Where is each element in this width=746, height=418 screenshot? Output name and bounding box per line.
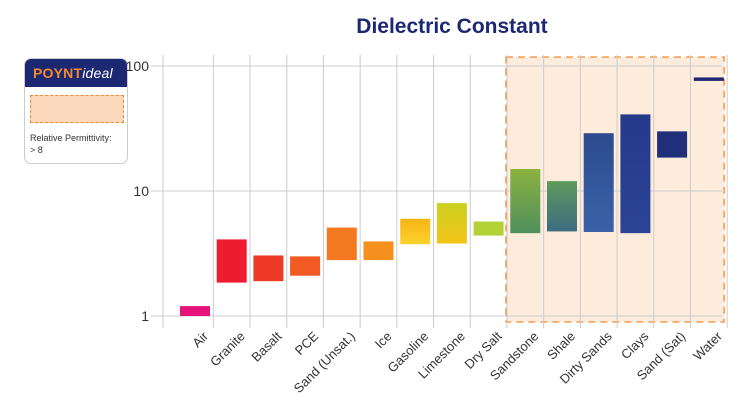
x-tick-label: Granite bbox=[207, 329, 248, 370]
brand-suffix: ideal bbox=[82, 65, 113, 81]
highlight-layer bbox=[505, 56, 725, 323]
range-bar-basalt bbox=[253, 255, 284, 282]
range-bar-dry-salt bbox=[473, 221, 504, 236]
range-bar-sandstone bbox=[510, 168, 541, 234]
y-tick-label: 1 bbox=[141, 308, 149, 324]
range-bar-water bbox=[693, 77, 724, 81]
x-tick-label: Basalt bbox=[248, 328, 284, 364]
x-tick-label: Ice bbox=[372, 329, 395, 352]
legend-label: Relative Permittivity: bbox=[30, 133, 112, 143]
brand-prefix: POYNT bbox=[33, 65, 83, 81]
range-bar-shale bbox=[547, 181, 577, 232]
x-tick-label: Shale bbox=[544, 329, 578, 363]
y-axis-labels: 1 10 100 bbox=[126, 58, 150, 324]
range-bar-limestone bbox=[436, 203, 467, 244]
range-bar-dirty-sands bbox=[583, 133, 614, 232]
range-bar-clays bbox=[620, 114, 651, 234]
x-tick-label: Water bbox=[690, 328, 725, 363]
x-tick-label: Clays bbox=[618, 328, 652, 362]
legend-value: > 8 bbox=[30, 145, 43, 155]
range-bar-sand-sat bbox=[657, 131, 688, 158]
y-tick-label: 100 bbox=[126, 58, 150, 74]
bars-layer bbox=[180, 77, 724, 316]
legend-highlight-swatch bbox=[30, 95, 124, 123]
range-bar-air bbox=[180, 306, 210, 316]
legend-text: Relative Permittivity: > 8 bbox=[30, 132, 127, 156]
range-bar-gasoline bbox=[400, 218, 431, 245]
highlight-region bbox=[505, 56, 725, 323]
brand-logo: POYNTideal bbox=[25, 59, 127, 87]
x-tick-label: PCE bbox=[292, 328, 322, 358]
x-tick-label: Air bbox=[189, 328, 211, 350]
y-tick-label: 10 bbox=[133, 183, 149, 199]
range-bar-granite bbox=[216, 239, 247, 283]
chart-title: Dielectric Constant bbox=[356, 15, 547, 38]
range-bar-pce bbox=[290, 256, 321, 276]
legend-card: POYNTideal Relative Permittivity: > 8 bbox=[24, 58, 128, 164]
range-bar-sand-unsat bbox=[326, 227, 357, 261]
range-bar-ice bbox=[363, 241, 394, 261]
